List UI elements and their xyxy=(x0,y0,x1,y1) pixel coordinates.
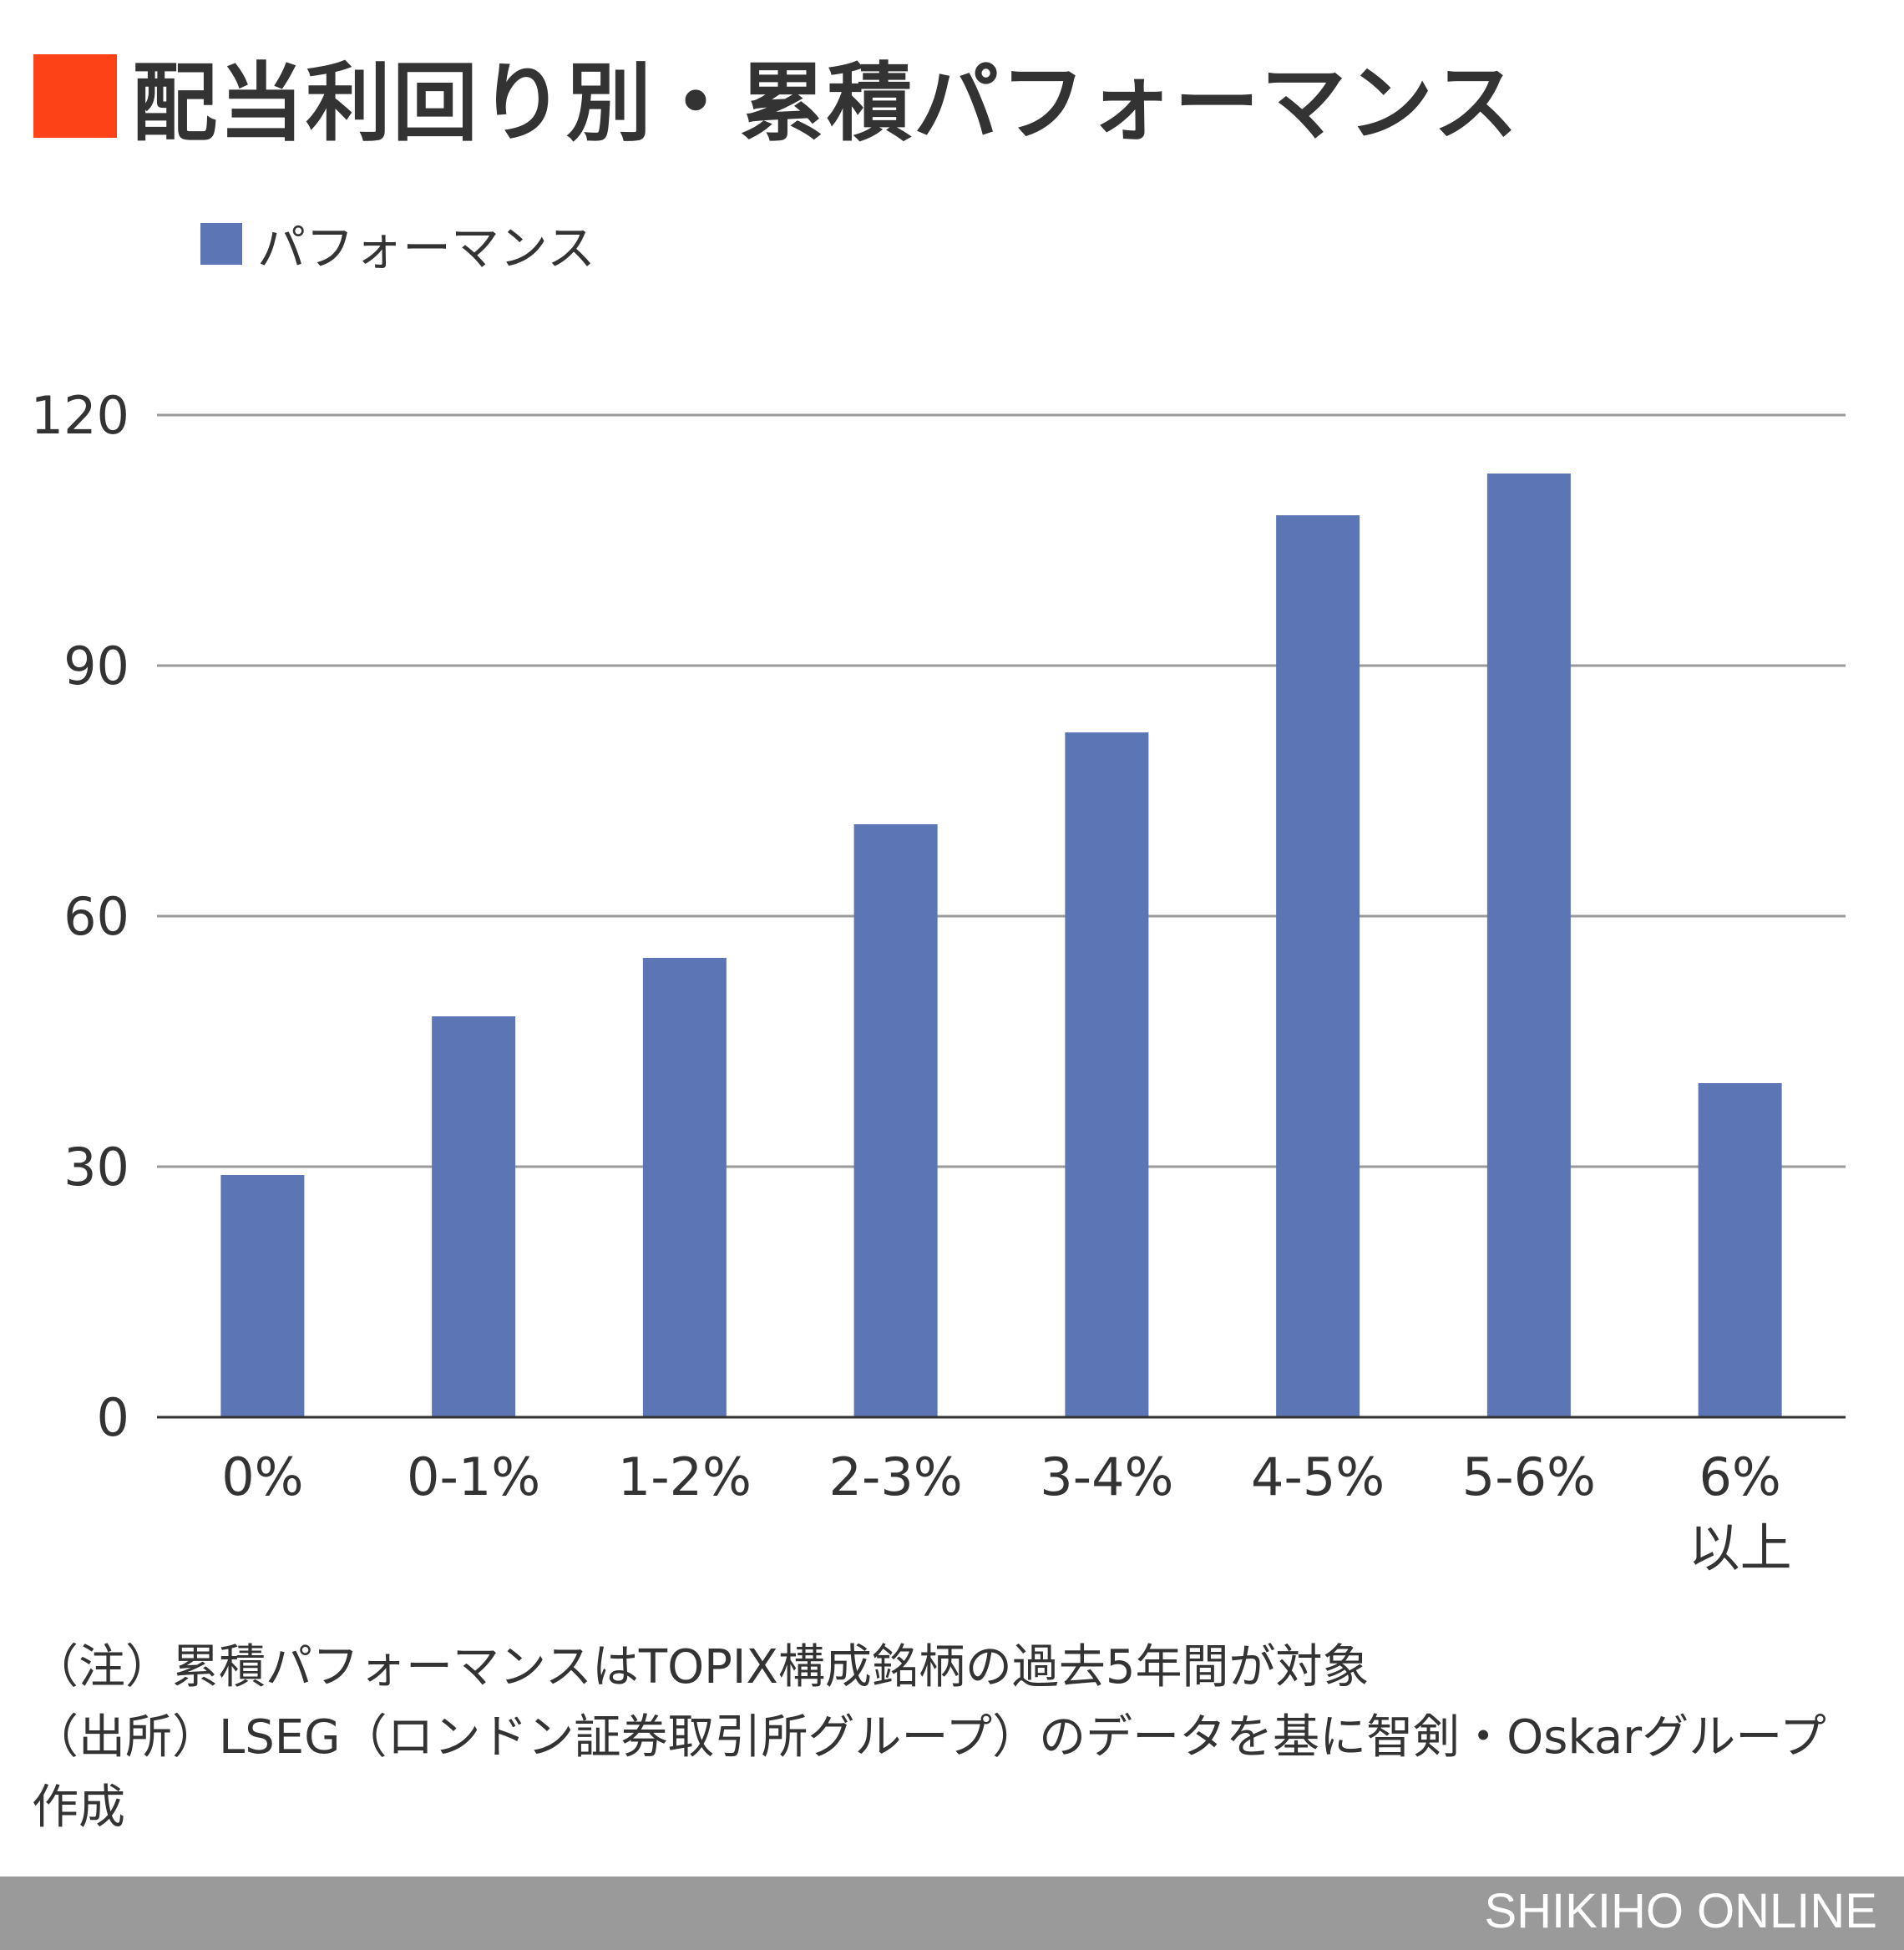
footnotes: （注）累積パフォーマンスはTOPIX構成銘柄の過去5年間が対象 （出所）LSEG… xyxy=(32,1633,1869,1843)
y-tick-label-0: 0 xyxy=(97,1387,129,1448)
footnote-source: （出所）LSEG（ロンドン証券取引所グループ）のデータを基に智剣・Oskarグル… xyxy=(32,1710,1826,1835)
x-tick-label-0: 0% xyxy=(221,1446,303,1507)
bar-5 xyxy=(1276,515,1360,1417)
x-tick-label-6: 5-6% xyxy=(1462,1446,1596,1507)
title-block: 配当利回り別・累積パフォーマンス xyxy=(33,46,1520,154)
footnote-note: （注）累積パフォーマンスはTOPIX構成銘柄の過去5年間が対象 xyxy=(32,1640,1370,1694)
x-tick-label-7: 6% xyxy=(1699,1446,1780,1507)
legend-label: パフォーマンス xyxy=(257,220,595,276)
x-tick-label-2: 1-2% xyxy=(618,1446,752,1507)
title-marker xyxy=(33,54,117,138)
bar-6 xyxy=(1486,474,1571,1417)
y-tick-label-90: 90 xyxy=(63,636,129,696)
bar-chart: 0 30 60 90 120 0% 0-1% 1-2% 2-3% 3-4% 4-5% 5-6% 6% 以… xyxy=(31,385,1846,1578)
legend-swatch xyxy=(200,223,242,265)
y-tick-label-60: 60 xyxy=(63,886,129,947)
bar-7 xyxy=(1698,1083,1782,1417)
y-tick-labels: 0 30 60 90 120 xyxy=(31,385,129,1448)
legend: パフォーマンス xyxy=(200,209,595,279)
bar-1 xyxy=(432,1016,516,1417)
x-tick-labels: 0% 0-1% 1-2% 2-3% 3-4% 4-5% 5-6% 6% 以上 xyxy=(221,1446,1791,1578)
bar-4 xyxy=(1065,732,1149,1417)
x-tick-label-4: 3-4% xyxy=(1040,1446,1173,1507)
bar-2 xyxy=(642,958,727,1417)
x-tick-label-7-line1: 以上 xyxy=(1689,1517,1792,1578)
footer-brand: SHIKIHO ONLINE xyxy=(1484,1884,1877,1938)
x-tick-label-5: 4-5% xyxy=(1251,1446,1385,1507)
y-tick-label-120: 120 xyxy=(31,385,129,446)
x-tick-label-1: 0-1% xyxy=(407,1446,540,1507)
grid-lines xyxy=(157,413,1846,1168)
x-tick-label-3: 2-3% xyxy=(829,1446,963,1507)
footer-bar: SHIKIHO ONLINE xyxy=(0,1877,1904,1950)
y-tick-label-30: 30 xyxy=(63,1137,129,1198)
chart-title: 配当利回り別・累積パフォーマンス xyxy=(132,53,1520,154)
bar-0 xyxy=(220,1175,305,1417)
bar-3 xyxy=(853,824,938,1417)
bars xyxy=(220,474,1782,1417)
